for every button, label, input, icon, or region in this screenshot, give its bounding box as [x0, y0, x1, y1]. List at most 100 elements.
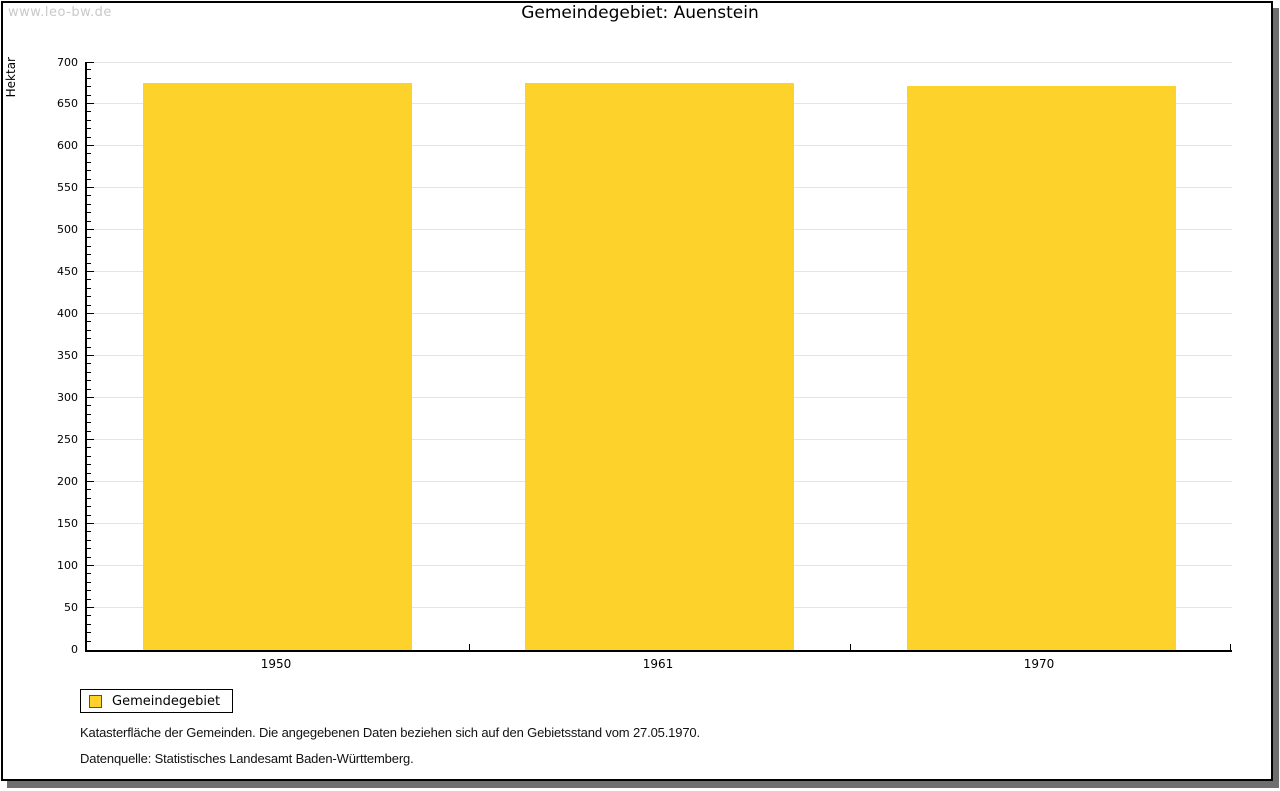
y-tick-label: 400	[57, 307, 78, 320]
y-minor-tick	[87, 389, 91, 390]
y-minor-tick	[87, 321, 91, 322]
y-minor-tick	[87, 263, 91, 264]
y-tick-label: 250	[57, 433, 78, 446]
y-minor-tick	[87, 473, 91, 474]
y-minor-tick	[87, 498, 91, 499]
watermark-text: www.leo-bw.de	[8, 5, 112, 20]
y-minor-tick	[87, 540, 91, 541]
y-minor-tick	[87, 464, 91, 465]
y-minor-tick	[87, 363, 91, 364]
y-minor-tick	[87, 405, 91, 406]
y-minor-tick	[87, 489, 91, 490]
y-minor-tick	[87, 120, 91, 121]
x-axis-tick	[1230, 644, 1231, 650]
y-minor-tick	[87, 279, 91, 280]
y-minor-tick	[87, 506, 91, 507]
y-minor-tick	[87, 95, 91, 96]
y-tick-label: 500	[57, 223, 78, 236]
y-minor-tick	[87, 599, 91, 600]
y-minor-tick	[87, 632, 91, 633]
y-minor-tick	[87, 246, 91, 247]
y-minor-tick	[87, 548, 91, 549]
x-tick-label: 1970	[1023, 657, 1055, 671]
y-minor-tick	[87, 624, 91, 625]
y-minor-tick	[87, 330, 91, 331]
footnote-source-note: Katasterfläche der Gemeinden. Die angege…	[80, 725, 700, 740]
y-tick-label: 350	[57, 349, 78, 362]
y-minor-tick	[87, 153, 91, 154]
y-major-tick	[87, 607, 94, 608]
y-minor-tick	[87, 204, 91, 205]
y-minor-tick	[87, 431, 91, 432]
y-axis-title: Hektar	[4, 57, 18, 98]
y-minor-tick	[87, 179, 91, 180]
x-tick-label: 1961	[642, 657, 674, 671]
y-minor-tick	[87, 237, 91, 238]
y-minor-tick	[87, 372, 91, 373]
y-major-tick	[87, 523, 94, 524]
y-minor-tick	[87, 422, 91, 423]
y-minor-tick	[87, 128, 91, 129]
y-minor-tick	[87, 212, 91, 213]
y-minor-tick	[87, 456, 91, 457]
y-major-tick	[87, 145, 94, 146]
y-major-tick	[87, 439, 94, 440]
bar-1950	[143, 83, 412, 650]
y-minor-tick	[87, 288, 91, 289]
legend-swatch-icon	[89, 694, 102, 708]
y-major-tick	[87, 187, 94, 188]
y-tick-label: 200	[57, 475, 78, 488]
y-major-tick	[87, 481, 94, 482]
y-minor-tick	[87, 221, 91, 222]
y-major-tick	[87, 271, 94, 272]
y-tick-label: 650	[57, 97, 78, 110]
y-minor-tick	[87, 86, 91, 87]
plot-area	[85, 62, 1232, 652]
x-axis-tick	[850, 644, 851, 650]
y-tick-label: 300	[57, 391, 78, 404]
y-minor-tick	[87, 137, 91, 138]
y-major-tick	[87, 397, 94, 398]
y-minor-tick	[87, 590, 91, 591]
bar-1970	[907, 86, 1176, 650]
y-tick-label: 0	[71, 643, 78, 656]
y-minor-tick	[87, 615, 91, 616]
y-minor-tick	[87, 78, 91, 79]
bar-1961	[525, 83, 794, 650]
y-major-tick	[87, 565, 94, 566]
y-minor-tick	[87, 111, 91, 112]
x-tick-label: 1950	[260, 657, 292, 671]
chart-title: Gemeindegebiet: Auenstein	[521, 3, 759, 23]
y-tick-label: 50	[64, 601, 78, 614]
y-minor-tick	[87, 162, 91, 163]
y-tick-label: 550	[57, 181, 78, 194]
y-minor-tick	[87, 447, 91, 448]
y-minor-tick	[87, 195, 91, 196]
y-minor-tick	[87, 573, 91, 574]
y-tick-label: 150	[57, 517, 78, 530]
y-major-tick	[87, 229, 94, 230]
y-minor-tick	[87, 69, 91, 70]
y-tick-label: 700	[57, 56, 78, 69]
y-minor-tick	[87, 531, 91, 532]
y-minor-tick	[87, 414, 91, 415]
y-minor-tick	[87, 557, 91, 558]
y-minor-tick	[87, 347, 91, 348]
gridline	[87, 62, 1232, 63]
y-major-tick	[87, 62, 94, 63]
y-minor-tick	[87, 582, 91, 583]
legend-label: Gemeindegebiet	[112, 693, 221, 709]
y-minor-tick	[87, 380, 91, 381]
y-tick-label: 450	[57, 265, 78, 278]
y-minor-tick	[87, 170, 91, 171]
y-major-tick	[87, 313, 94, 314]
y-tick-label: 100	[57, 559, 78, 572]
y-minor-tick	[87, 515, 91, 516]
x-axis-tick	[469, 644, 470, 650]
y-minor-tick	[87, 296, 91, 297]
y-major-tick	[87, 103, 94, 104]
legend-box: Gemeindegebiet	[80, 689, 234, 713]
footnote-data-source: Datenquelle: Statistisches Landesamt Bad…	[80, 751, 414, 766]
y-minor-tick	[87, 338, 91, 339]
y-minor-tick	[87, 254, 91, 255]
